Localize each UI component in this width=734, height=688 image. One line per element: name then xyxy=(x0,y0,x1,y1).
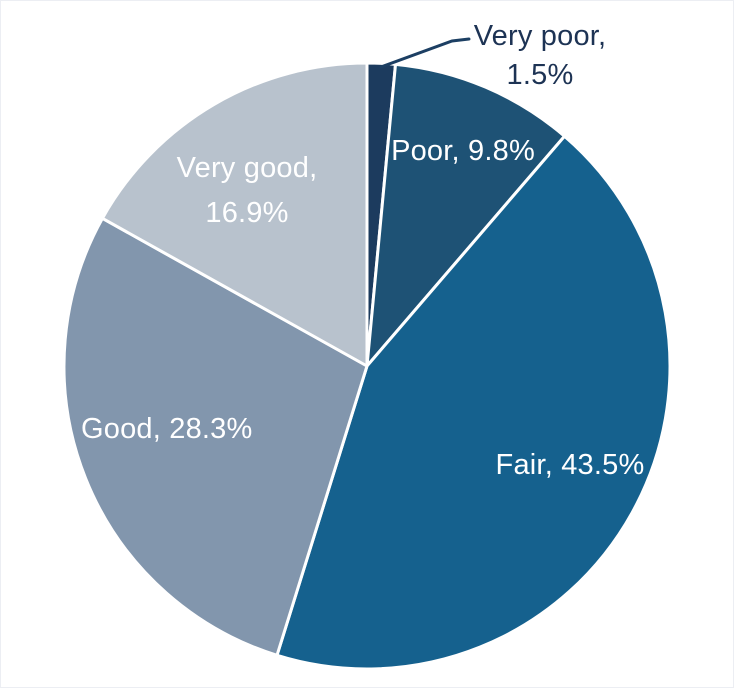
pie-label-very-good: Very good, 16.9% xyxy=(176,152,318,229)
pie-label-fair: Fair, 43.5% xyxy=(495,449,645,481)
pie-label-very-poor: Very poor, 1.5% xyxy=(473,20,607,91)
pie-slice-fair xyxy=(275,134,672,671)
pie-slice-very-good xyxy=(100,61,369,368)
pie-label-good: Good, 28.3% xyxy=(81,413,253,445)
pie-label-poor: Poor, 9.8% xyxy=(391,135,535,167)
very-poor-leader-line xyxy=(379,37,471,69)
pie-slice-poor xyxy=(365,62,567,368)
pie-slices xyxy=(62,61,672,671)
pie-slice-good xyxy=(62,216,369,657)
